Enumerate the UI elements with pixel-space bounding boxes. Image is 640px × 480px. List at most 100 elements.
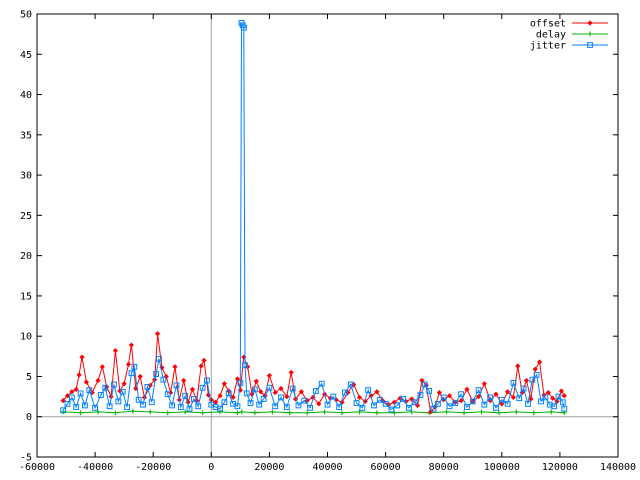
jitter-point	[426, 388, 433, 394]
offset-point	[230, 394, 236, 400]
delay-point	[339, 410, 345, 416]
offset-point	[83, 379, 89, 385]
jitter-point	[164, 391, 171, 398]
jitter-point	[295, 402, 302, 409]
legend-entry-delay: delay	[536, 30, 608, 41]
jitter-point	[417, 392, 424, 398]
offset-point	[208, 397, 214, 403]
offset-point	[316, 401, 322, 407]
delay-line	[63, 410, 565, 414]
offset-point	[523, 377, 530, 384]
x-tick-label: 120000	[542, 462, 578, 473]
delay-point	[269, 409, 275, 415]
offset-point	[345, 389, 351, 396]
jitter-point	[458, 391, 465, 398]
series-jitter	[60, 19, 568, 414]
offset-point	[69, 389, 75, 395]
offset-point	[201, 357, 207, 363]
offset-point	[532, 366, 538, 372]
offset-line	[62, 333, 565, 413]
jitter-point	[464, 404, 470, 410]
jitter-point	[353, 400, 360, 406]
jitter-point	[156, 355, 162, 362]
jitter-point	[493, 404, 499, 411]
y-tick-label: 10	[20, 332, 32, 343]
delay-point	[356, 409, 362, 415]
series-delay	[60, 408, 567, 416]
delay-point	[112, 410, 118, 416]
delay-point	[252, 410, 258, 416]
zero-axes	[37, 14, 618, 457]
delay-point	[239, 409, 245, 415]
delay-point	[548, 409, 554, 415]
jitter-point	[64, 400, 71, 407]
offset-point	[499, 401, 505, 407]
offset-point	[423, 382, 429, 388]
jitter-point	[283, 404, 290, 410]
jitter-point	[106, 403, 113, 410]
jitter-point	[177, 404, 184, 410]
offset-point	[272, 389, 278, 396]
legend-label: offset	[530, 19, 566, 30]
offset-point	[374, 389, 380, 395]
delay-point	[322, 409, 328, 415]
offset-point	[125, 361, 132, 367]
offset-point	[112, 348, 119, 354]
jitter-point	[555, 393, 562, 400]
jitter-point	[440, 394, 447, 401]
y-tick-label: 20	[20, 251, 32, 262]
y-tick-label: 30	[20, 171, 32, 182]
jitter-point	[371, 402, 377, 409]
offset-point	[189, 386, 196, 392]
offset-point	[147, 382, 153, 388]
jitter-point	[169, 402, 175, 409]
jitter-point	[289, 385, 296, 392]
delay-point	[78, 410, 84, 416]
x-tick-label: -20000	[135, 462, 171, 473]
plot-frame	[36, 13, 619, 458]
offset-point	[163, 373, 169, 380]
jitter-point	[400, 396, 406, 402]
jitter-point	[324, 401, 331, 408]
offset-point	[217, 393, 223, 399]
jitter-point	[301, 397, 308, 404]
jitter-point	[342, 389, 348, 396]
jitter-point	[73, 404, 80, 410]
delay-point	[165, 410, 171, 416]
jitter-point	[504, 400, 511, 407]
jitter-point	[240, 24, 247, 31]
offset-point	[298, 389, 304, 395]
legend-label: jitter	[530, 41, 566, 52]
delay-point	[234, 410, 240, 416]
legend-entry-jitter: jitter	[530, 41, 608, 52]
offset-point	[550, 395, 556, 401]
jitter-point	[434, 400, 441, 407]
jitter-point	[520, 385, 527, 392]
jitter-point	[60, 407, 67, 414]
delay-point	[409, 409, 415, 415]
jitter-point	[160, 376, 167, 383]
jitter-point	[272, 403, 279, 410]
y-tick-label: 15	[20, 291, 32, 302]
jitter-point	[498, 396, 505, 403]
offset-point	[333, 397, 339, 403]
delay-point	[95, 409, 101, 415]
offset-point	[493, 391, 499, 397]
jitter-point	[144, 384, 151, 390]
jitter-point	[247, 400, 254, 406]
jitter-point	[533, 371, 540, 378]
x-tick-label: 0	[208, 462, 214, 473]
offset-point	[137, 373, 143, 380]
jitter-point	[510, 379, 517, 386]
delay-point	[147, 409, 153, 415]
jitter-point	[115, 398, 122, 405]
jitter-point	[124, 404, 130, 410]
offset-point	[60, 398, 66, 404]
jitter-point	[148, 399, 155, 406]
jitter-point	[237, 379, 244, 386]
axis-ticks: -5 0 5 10 15 20 25 30 35 40 45 50 -60000 -40000 -20000…	[19, 10, 636, 474]
delay-point	[182, 409, 188, 415]
jitter-line	[62, 22, 565, 411]
offset-point	[284, 393, 290, 400]
jitter-point	[186, 405, 193, 412]
